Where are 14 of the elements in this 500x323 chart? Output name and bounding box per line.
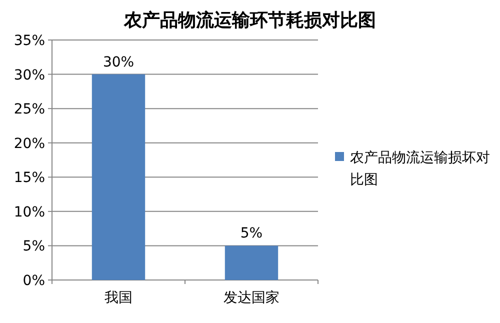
y-tick-label: 5% [22,238,45,255]
data-label: 30% [102,54,134,70]
y-tick-label: 10% [14,204,45,220]
y-tick-label: 15% [14,170,45,186]
data-label: 5% [240,226,263,242]
legend-label: 农产品物流运输损坏对比图 [350,150,490,188]
y-tick-label: 35% [14,33,45,49]
y-tick-label: 20% [14,136,45,152]
x-tick-label: 发达国家 [224,290,280,306]
y-tick-label: 25% [14,102,45,118]
y-tick-label: 0% [22,273,45,289]
y-tick-label: 30% [14,67,45,84]
chart-title: 农产品物流运输环节耗损对比图 [123,10,376,31]
x-tick-label: 我国 [104,290,132,306]
